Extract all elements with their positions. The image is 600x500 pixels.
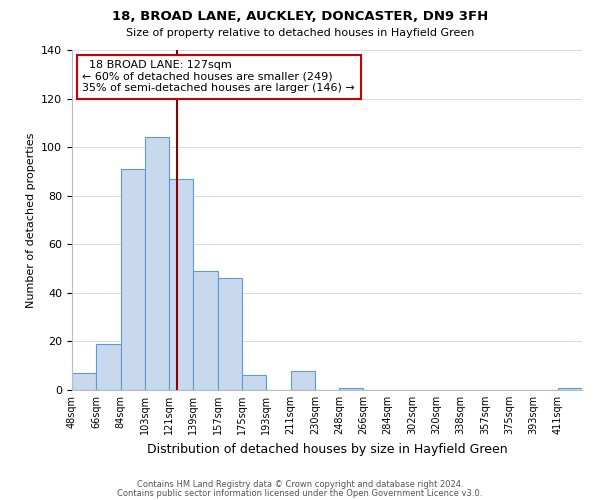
Bar: [193, 271, 218, 390]
Text: Contains public sector information licensed under the Open Government Licence v3: Contains public sector information licen…: [118, 489, 482, 498]
Bar: [242, 376, 266, 390]
Y-axis label: Number of detached properties: Number of detached properties: [26, 132, 35, 308]
Bar: [169, 178, 193, 390]
Bar: [121, 169, 145, 390]
Bar: [72, 373, 96, 390]
X-axis label: Distribution of detached houses by size in Hayfield Green: Distribution of detached houses by size …: [146, 442, 508, 456]
Text: 18, BROAD LANE, AUCKLEY, DONCASTER, DN9 3FH: 18, BROAD LANE, AUCKLEY, DONCASTER, DN9 …: [112, 10, 488, 23]
Bar: [96, 344, 121, 390]
Bar: [339, 388, 364, 390]
Bar: [145, 138, 169, 390]
Text: Size of property relative to detached houses in Hayfield Green: Size of property relative to detached ho…: [126, 28, 474, 38]
Text: 18 BROAD LANE: 127sqm  
← 60% of detached houses are smaller (249)
35% of semi-d: 18 BROAD LANE: 127sqm ← 60% of detached …: [82, 60, 355, 94]
Bar: [558, 388, 582, 390]
Text: Contains HM Land Registry data © Crown copyright and database right 2024.: Contains HM Land Registry data © Crown c…: [137, 480, 463, 489]
Bar: [218, 278, 242, 390]
Bar: [290, 370, 315, 390]
